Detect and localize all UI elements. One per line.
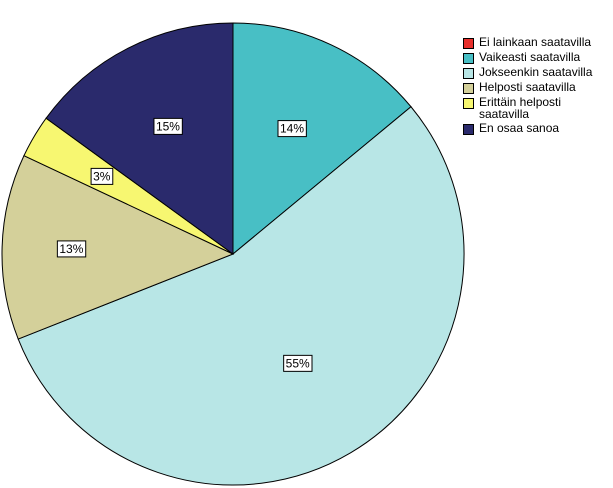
legend-item: Erittäin helposti saatavilla	[463, 96, 611, 120]
data-label-box	[283, 354, 313, 372]
legend-swatch	[463, 68, 474, 79]
legend-swatch	[463, 98, 474, 109]
legend-item: En osaa sanoa	[463, 122, 611, 135]
data-label-box	[277, 120, 307, 138]
legend-swatch	[463, 53, 474, 64]
pie-slice	[17, 106, 465, 486]
legend-label: Vaikeasti saatavilla	[479, 50, 581, 64]
legend-label: Jokseenkin saatavilla	[479, 65, 593, 79]
pie-slice	[45, 22, 234, 255]
data-label-text: 3%	[93, 169, 111, 183]
data-label: 3%	[90, 167, 114, 185]
data-label-box	[90, 167, 114, 185]
pie-slice	[1, 154, 235, 340]
legend-label: Erittäin helposti saatavilla	[479, 95, 562, 121]
data-label-text: 55%	[286, 356, 310, 370]
legend-label: Ei lainkaan saatavilla	[479, 35, 592, 49]
legend-label: En osaa sanoa	[479, 121, 560, 135]
data-label: 14%	[277, 120, 307, 138]
data-label: 55%	[283, 354, 313, 372]
data-label: 15%	[153, 117, 183, 135]
legend-item: Ei lainkaan saatavilla	[463, 36, 611, 49]
data-label-box	[153, 117, 183, 135]
legend-item: Jokseenkin saatavilla	[463, 66, 611, 79]
data-label-text: 14%	[280, 122, 304, 136]
data-label: 13%	[56, 240, 87, 258]
legend: Ei lainkaan saatavilla Vaikeasti saatavi…	[463, 36, 611, 137]
legend-swatch	[463, 124, 474, 135]
legend-swatch	[463, 38, 474, 49]
legend-item: Helposti saatavilla	[463, 81, 611, 94]
data-label-text: 15%	[156, 119, 180, 133]
legend-item: Vaikeasti saatavilla	[463, 51, 611, 64]
data-label-text: 13%	[59, 242, 83, 256]
legend-swatch	[463, 83, 474, 94]
pie-slice	[232, 22, 412, 256]
legend-label: Helposti saatavilla	[479, 80, 576, 94]
data-label-box	[56, 240, 87, 258]
